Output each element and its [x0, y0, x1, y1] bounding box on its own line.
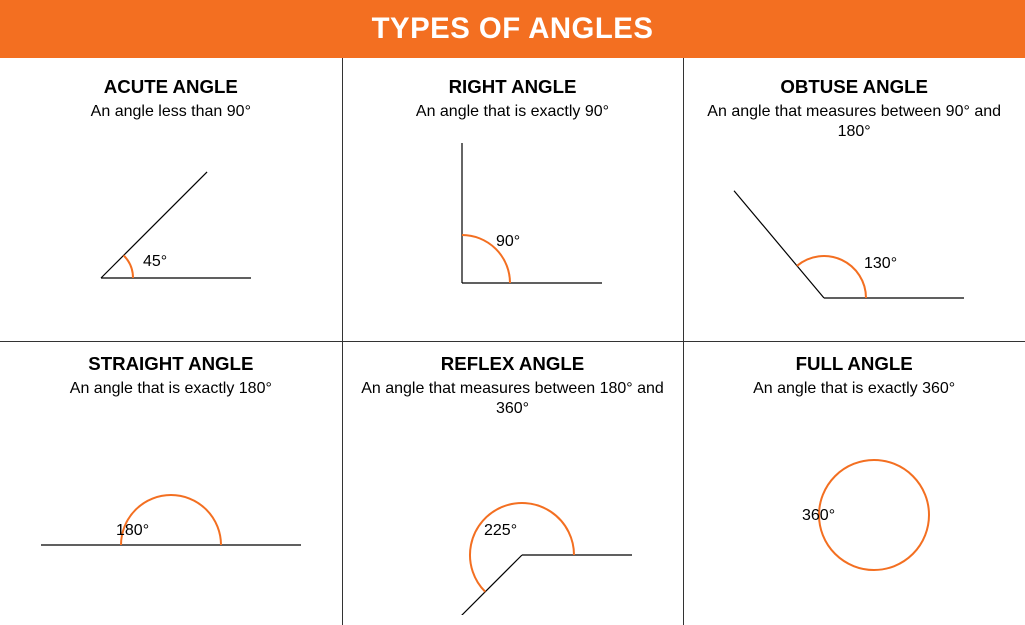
cell-title: RIGHT ANGLE [352, 76, 674, 98]
angle-cell-reflex: REFLEX ANGLE An angle that measures betwe… [342, 335, 684, 625]
angle-value-label: 45° [143, 253, 167, 270]
angle-cell-full: FULL ANGLE An angle that is exactly 360° 3… [683, 335, 1025, 625]
angle-value-label: 180° [116, 522, 149, 539]
grid-container: ACUTE ANGLE An angle less than 90° 45° RIGH… [0, 58, 1025, 625]
angle-value-label: 90° [496, 233, 520, 250]
angle-value-label: 130° [864, 255, 897, 272]
cell-title: ACUTE ANGLE [10, 76, 332, 98]
cell-title: STRAIGHT ANGLE [10, 353, 332, 375]
cell-title: FULL ANGLE [693, 353, 1015, 375]
horizontal-divider [0, 341, 1025, 342]
angle-diagram-full: 360° [704, 405, 1004, 585]
angle-value-label: 360° [802, 507, 835, 524]
angle-diagram-right: 90° [372, 128, 652, 298]
cell-description: An angle less than 90° [10, 102, 332, 122]
cell-description: An angle that measures between 180° and … [352, 379, 674, 419]
cell-title: REFLEX ANGLE [352, 353, 674, 375]
angle-diagram-obtuse: 130° [704, 148, 1004, 318]
angle-value-label: 225° [484, 522, 517, 539]
cell-description: An angle that is exactly 90° [352, 102, 674, 122]
angle-diagram-straight: 180° [21, 405, 321, 575]
cell-title: OBTUSE ANGLE [693, 76, 1015, 98]
header-title: TYPES OF ANGLES [372, 12, 654, 45]
angle-cell-right: RIGHT ANGLE An angle that is exactly 90° 9… [342, 58, 684, 335]
angle-diagram-acute: 45° [31, 128, 311, 298]
cell-description: An angle that is exactly 360° [693, 379, 1015, 399]
cell-description: An angle that measures between 90° and 1… [693, 102, 1015, 142]
cell-description: An angle that is exactly 180° [10, 379, 332, 399]
angle-cell-acute: ACUTE ANGLE An angle less than 90° 45° [0, 58, 342, 335]
angle-diagram-reflex: 225° [362, 425, 662, 615]
angle-cell-straight: STRAIGHT ANGLE An angle that is exactly 1… [0, 335, 342, 625]
page-header: TYPES OF ANGLES [0, 0, 1025, 58]
angle-cell-obtuse: OBTUSE ANGLE An angle that measures betwe… [683, 58, 1025, 335]
